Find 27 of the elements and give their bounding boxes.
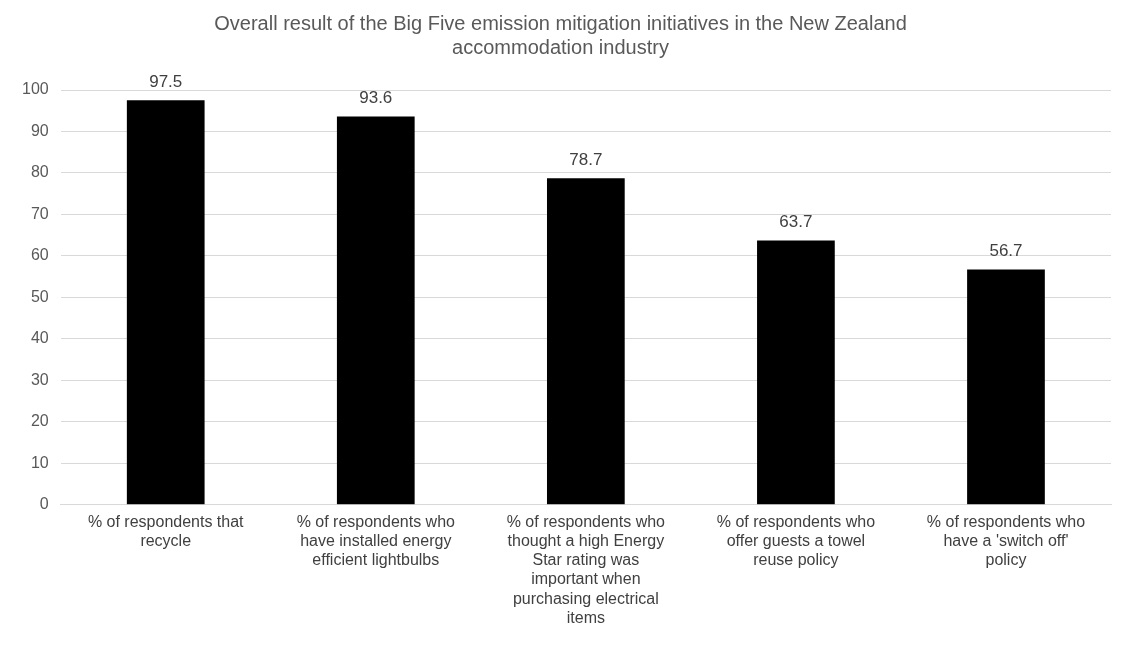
y-tick-label: 50: [30, 287, 49, 305]
y-tick-label: 80: [30, 163, 49, 181]
x-tick-label: % of respondents who thought a high Energy Star rating was important when purchasing electrical items: [506, 512, 666, 626]
x-tick-label: % of respondents who offer guests a towel reuse policy: [716, 512, 876, 569]
y-tick-label: 90: [30, 121, 49, 139]
y-tick-label: 30: [30, 370, 49, 388]
bar: [546, 178, 625, 505]
bar: [967, 269, 1045, 505]
data-label: 93.6: [359, 87, 393, 107]
y-tick-label: 10: [30, 453, 49, 471]
y-tick-label: 20: [30, 412, 49, 430]
y-tick-label: 70: [30, 204, 49, 222]
y-tick-label: 40: [30, 329, 49, 347]
y-tick-label: 60: [30, 246, 49, 264]
data-label: 97.5: [149, 71, 183, 91]
x-tick-label: % of respondents who have installed energy efficient lightbulbs: [296, 512, 456, 569]
bar: [757, 240, 835, 505]
y-tick-label: 100: [21, 80, 49, 98]
bar: [336, 116, 415, 505]
data-label: 56.7: [989, 240, 1023, 260]
chart-title: Overall result of the Big Five emission mitigation initiatives in the New Zealand accommodation industry: [214, 11, 907, 58]
data-label: 63.7: [779, 211, 813, 231]
bar: [126, 100, 205, 505]
x-tick-label: % of respondents who have a 'switch off' policy: [926, 512, 1086, 569]
x-tick-label: % of respondents that recycle: [87, 512, 245, 550]
data-label: 78.7: [569, 149, 603, 169]
y-tick-label: 0: [39, 495, 49, 513]
